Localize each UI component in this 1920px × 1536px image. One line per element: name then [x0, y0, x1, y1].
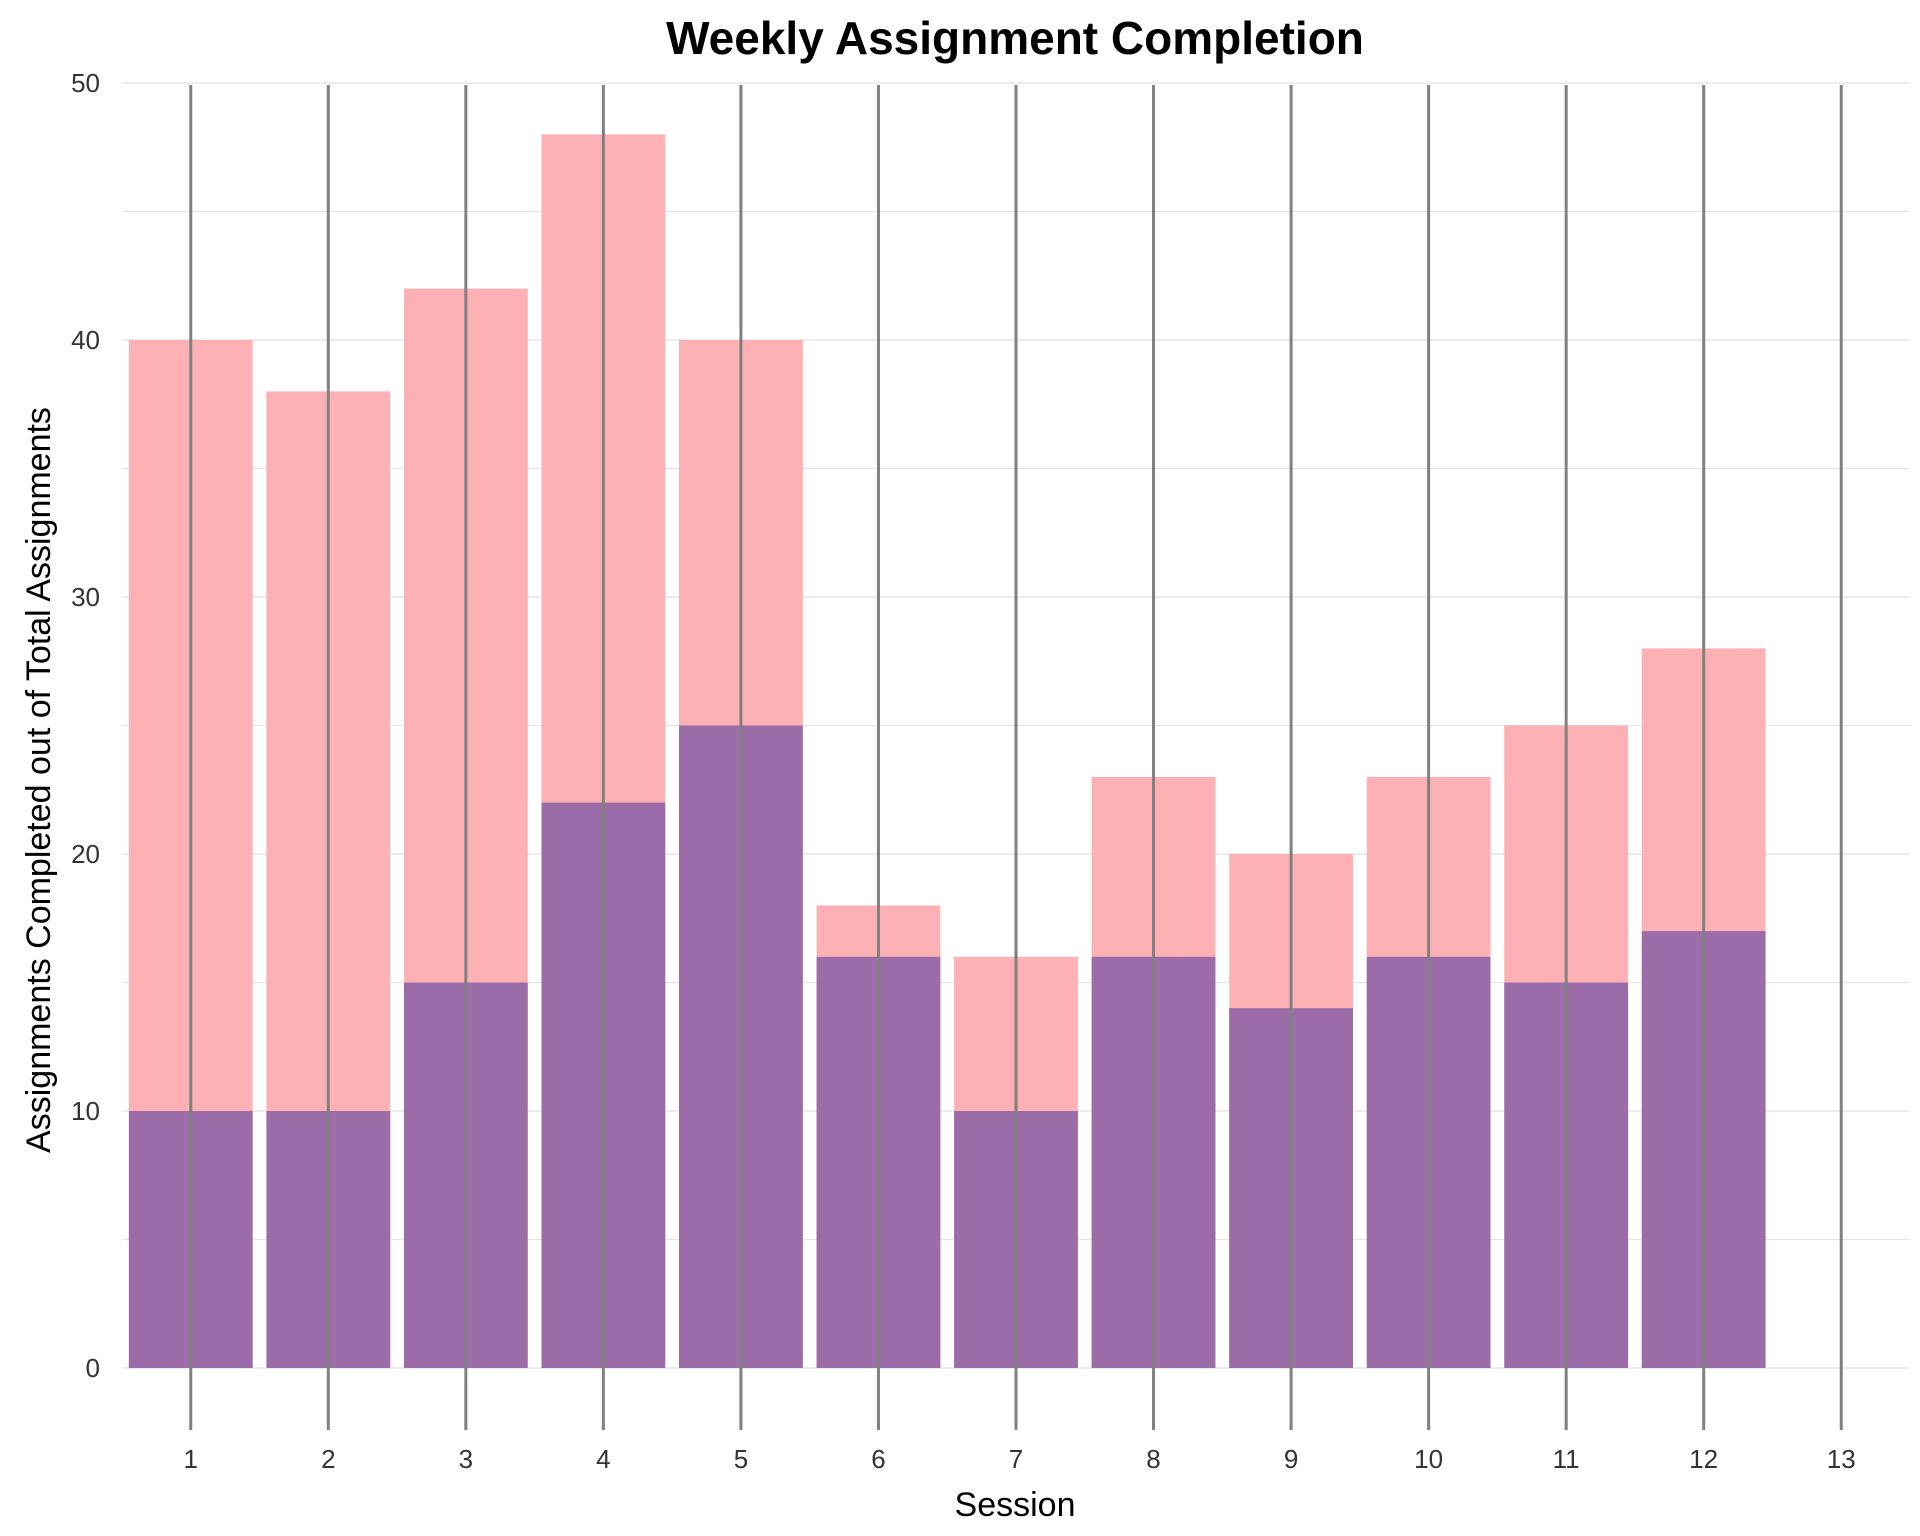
- x-tick-label-8: 8: [1146, 1444, 1160, 1474]
- x-tick-label-1: 1: [184, 1444, 198, 1474]
- y-tick-label-10: 10: [71, 1096, 100, 1126]
- y-tick-label-30: 30: [71, 582, 100, 612]
- y-tick-label-20: 20: [71, 839, 100, 869]
- x-tick-label-10: 10: [1414, 1444, 1443, 1474]
- bars: [128, 134, 1766, 1369]
- x-tick-label-4: 4: [596, 1444, 610, 1474]
- x-tick-label-6: 6: [871, 1444, 885, 1474]
- x-tick-label-11: 11: [1553, 1444, 1580, 1474]
- x-axis-label: Session: [955, 1486, 1076, 1524]
- x-tick-label-13: 13: [1827, 1444, 1856, 1474]
- y-tick-label-40: 40: [71, 325, 100, 355]
- x-tick-label-3: 3: [459, 1444, 473, 1474]
- x-tick-label-7: 7: [1009, 1444, 1023, 1474]
- x-tick-label-2: 2: [321, 1444, 335, 1474]
- y-tick-label-0: 0: [86, 1353, 100, 1383]
- vertical-lines: [189, 85, 1843, 1430]
- x-tick-label-12: 12: [1689, 1444, 1718, 1474]
- x-tick-label-9: 9: [1284, 1444, 1298, 1474]
- x-tick-label-5: 5: [734, 1444, 748, 1474]
- y-tick-label-50: 50: [71, 68, 100, 98]
- chart-title: Weekly Assignment Completion: [666, 12, 1364, 64]
- y-axis-label: Assignments Completed out of Total Assig…: [20, 407, 58, 1153]
